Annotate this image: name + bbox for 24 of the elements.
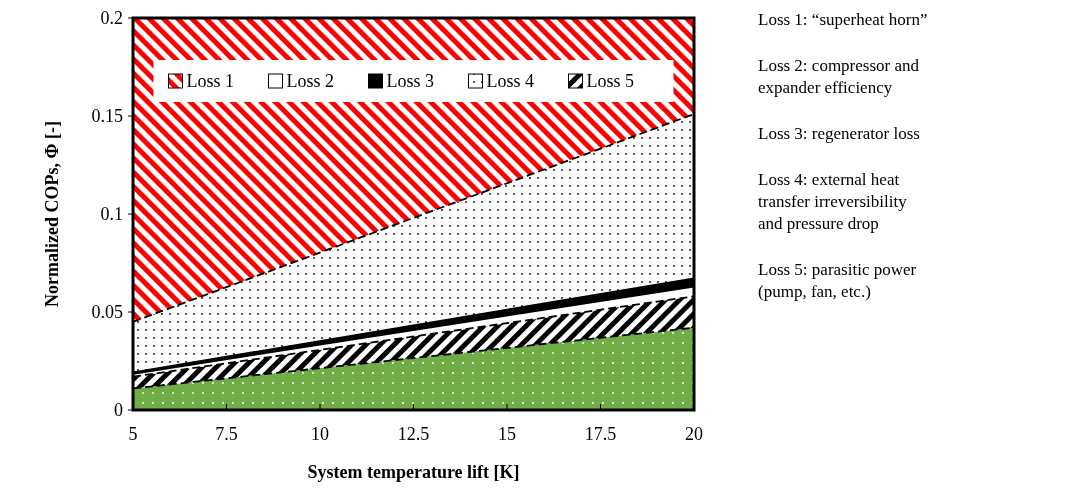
y-tick-label: 0.15 [91, 106, 123, 127]
x-tick-label: 17.5 [584, 424, 617, 444]
x-tick-label: 20 [685, 424, 703, 444]
x-tick-label: 10 [311, 424, 329, 444]
legend-label: Loss 3 [386, 71, 435, 91]
x-tick-label: 15 [498, 424, 516, 444]
y-axis-title: Normalized COPs, Φ [-] [42, 121, 62, 307]
text: Loss 5: parasitic power (pump, fan, etc.) [758, 260, 917, 301]
text: Loss 1: “superheat horn” [758, 10, 928, 29]
text: Loss 3: regenerator loss [758, 124, 920, 143]
x-tick-label: 7.5 [215, 424, 238, 444]
y-tick-label: 0.05 [91, 302, 123, 323]
legend-label: Loss 4 [486, 71, 535, 91]
y-tick-label: 0 [114, 400, 123, 421]
x-tick-label: 5 [128, 424, 138, 444]
legend-label: Loss 5 [586, 71, 635, 91]
text: Loss 2: compressor and expander efficiency [758, 56, 920, 97]
text: Loss 4: external heat transfer irreversibility and pressure drop [758, 170, 908, 233]
x-axis-title: System temperature lift [K] [307, 462, 520, 482]
y-tick-label: 0.2 [100, 8, 123, 29]
legend-label: Loss 1 [186, 71, 235, 91]
y-tick-label: 0.1 [100, 204, 123, 225]
legend-label: Loss 2 [286, 71, 335, 91]
x-tick-label: 12.5 [397, 424, 430, 444]
